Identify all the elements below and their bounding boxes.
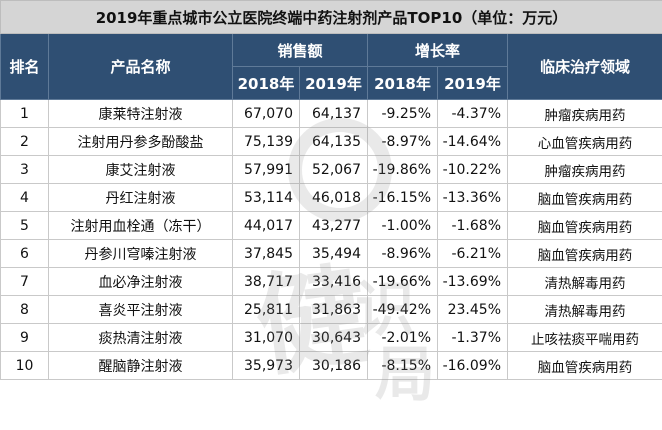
sales-2018-cell: 37,845	[232, 239, 300, 268]
growth-2018-cell: -2.01%	[367, 323, 438, 352]
rank-cell: 2	[0, 127, 49, 156]
growth-2018-cell: -19.86%	[367, 155, 438, 184]
therapeutic-area-cell: 脑血管疾病用药	[507, 183, 662, 212]
therapeutic-area-cell: 肿瘤疾病用药	[507, 99, 662, 128]
header-sales-2019: 2019年	[299, 66, 368, 100]
growth-2019-cell: -1.68%	[437, 211, 508, 240]
product-name-cell: 康艾注射液	[48, 155, 233, 184]
rank-cell: 8	[0, 295, 49, 324]
sales-2018-cell: 25,811	[232, 295, 300, 324]
table-row: 4 丹红注射液 53,114 46,018 -16.15% -13.36% 脑血…	[0, 183, 662, 212]
header-growth: 增长率	[367, 33, 508, 67]
table-row: 1 康莱特注射液 67,070 64,137 -9.25% -4.37% 肿瘤疾…	[0, 99, 662, 128]
growth-2019-cell: -13.69%	[437, 267, 508, 296]
top10-table: 2019年重点城市公立医院终端中药注射剂产品TOP10（单位：万元） 排名 产品…	[0, 0, 662, 380]
therapeutic-area-cell: 心血管疾病用药	[507, 127, 662, 156]
sales-2019-cell: 52,067	[299, 155, 368, 184]
rank-cell: 5	[0, 211, 49, 240]
header-growth-2019: 2019年	[437, 66, 508, 100]
header-growth-2018: 2018年	[367, 66, 438, 100]
rank-cell: 6	[0, 239, 49, 268]
growth-2019-cell: -4.37%	[437, 99, 508, 128]
table-row: 7 血必净注射液 38,717 33,416 -19.66% -13.69% 清…	[0, 267, 662, 296]
sales-2019-cell: 33,416	[299, 267, 368, 296]
growth-2019-cell: -13.36%	[437, 183, 508, 212]
product-name-cell: 醒脑静注射液	[48, 351, 233, 380]
growth-2018-cell: -8.96%	[367, 239, 438, 268]
table-title: 2019年重点城市公立医院终端中药注射剂产品TOP10（单位：万元）	[0, 0, 662, 34]
growth-2018-cell: -49.42%	[367, 295, 438, 324]
sales-2018-cell: 38,717	[232, 267, 300, 296]
rank-cell: 9	[0, 323, 49, 352]
product-name-cell: 痰热清注射液	[48, 323, 233, 352]
sales-2018-cell: 31,070	[232, 323, 300, 352]
table-row: 10 醒脑静注射液 35,973 30,186 -8.15% -16.09% 脑…	[0, 351, 662, 380]
sales-2019-cell: 31,863	[299, 295, 368, 324]
product-name-cell: 丹红注射液	[48, 183, 233, 212]
sales-2019-cell: 46,018	[299, 183, 368, 212]
header-sales-2018: 2018年	[232, 66, 300, 100]
sales-2018-cell: 53,114	[232, 183, 300, 212]
product-name-cell: 喜炎平注射液	[48, 295, 233, 324]
rank-cell: 7	[0, 267, 49, 296]
header-rank: 排名	[0, 33, 49, 100]
sales-2019-cell: 35,494	[299, 239, 368, 268]
growth-2019-cell: -1.37%	[437, 323, 508, 352]
therapeutic-area-cell: 清热解毒用药	[507, 295, 662, 324]
sales-2019-cell: 64,137	[299, 99, 368, 128]
growth-2019-cell: -14.64%	[437, 127, 508, 156]
table-row: 2 注射用丹参多酚酸盐 75,139 64,135 -8.97% -14.64%…	[0, 127, 662, 156]
sales-2019-cell: 30,643	[299, 323, 368, 352]
growth-2018-cell: -9.25%	[367, 99, 438, 128]
sales-2018-cell: 57,991	[232, 155, 300, 184]
sales-2018-cell: 35,973	[232, 351, 300, 380]
sales-2019-cell: 30,186	[299, 351, 368, 380]
table-row: 6 丹参川穹嗪注射液 37,845 35,494 -8.96% -6.21% 脑…	[0, 239, 662, 268]
therapeutic-area-cell: 止咳祛痰平喘用药	[507, 323, 662, 352]
table-row: 9 痰热清注射液 31,070 30,643 -2.01% -1.37% 止咳祛…	[0, 323, 662, 352]
growth-2018-cell: -1.00%	[367, 211, 438, 240]
therapeutic-area-cell: 肿瘤疾病用药	[507, 155, 662, 184]
sales-2019-cell: 64,135	[299, 127, 368, 156]
rank-cell: 10	[0, 351, 49, 380]
growth-2019-cell: -10.22%	[437, 155, 508, 184]
sales-2018-cell: 44,017	[232, 211, 300, 240]
sales-2019-cell: 43,277	[299, 211, 368, 240]
growth-2018-cell: -16.15%	[367, 183, 438, 212]
product-name-cell: 血必净注射液	[48, 267, 233, 296]
therapeutic-area-cell: 脑血管疾病用药	[507, 239, 662, 268]
rank-cell: 4	[0, 183, 49, 212]
product-name-cell: 注射用丹参多酚酸盐	[48, 127, 233, 156]
growth-2018-cell: -8.15%	[367, 351, 438, 380]
product-name-cell: 丹参川穹嗪注射液	[48, 239, 233, 268]
sales-2018-cell: 75,139	[232, 127, 300, 156]
growth-2018-cell: -8.97%	[367, 127, 438, 156]
growth-2019-cell: 23.45%	[437, 295, 508, 324]
table-row: 3 康艾注射液 57,991 52,067 -19.86% -10.22% 肿瘤…	[0, 155, 662, 184]
growth-2018-cell: -19.66%	[367, 267, 438, 296]
header-product: 产品名称	[48, 33, 233, 100]
header-area: 临床治疗领域	[507, 33, 662, 100]
header-sales: 销售额	[232, 33, 368, 67]
growth-2019-cell: -6.21%	[437, 239, 508, 268]
table-row: 8 喜炎平注射液 25,811 31,863 -49.42% 23.45% 清热…	[0, 295, 662, 324]
table-row: 5 注射用血栓通（冻干） 44,017 43,277 -1.00% -1.68%…	[0, 211, 662, 240]
therapeutic-area-cell: 清热解毒用药	[507, 267, 662, 296]
product-name-cell: 康莱特注射液	[48, 99, 233, 128]
sales-2018-cell: 67,070	[232, 99, 300, 128]
rank-cell: 1	[0, 99, 49, 128]
therapeutic-area-cell: 脑血管疾病用药	[507, 351, 662, 380]
growth-2019-cell: -16.09%	[437, 351, 508, 380]
rank-cell: 3	[0, 155, 49, 184]
therapeutic-area-cell: 脑血管疾病用药	[507, 211, 662, 240]
product-name-cell: 注射用血栓通（冻干）	[48, 211, 233, 240]
